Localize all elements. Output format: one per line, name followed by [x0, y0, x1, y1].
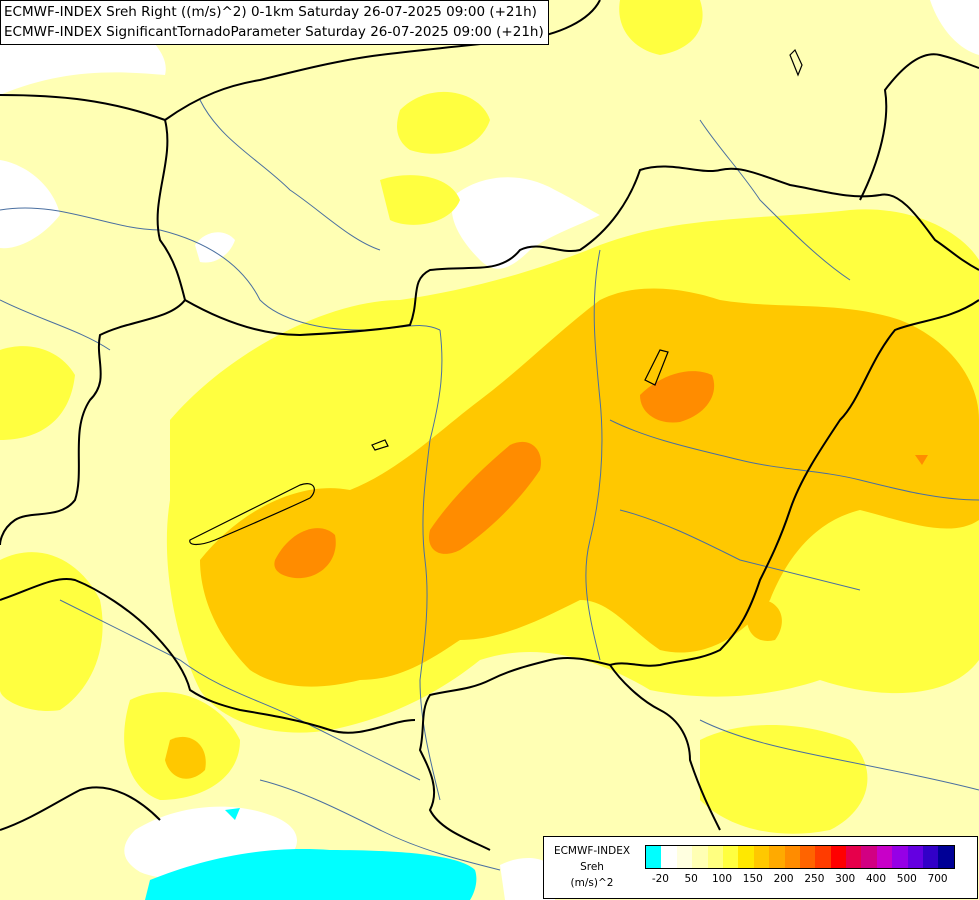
field-cyan-areas	[145, 808, 477, 900]
legend-swatch	[815, 846, 831, 868]
legend-variable: Sreh	[580, 861, 604, 873]
legend-source: ECMWF-INDEX	[553, 845, 631, 857]
lake-outlines	[189, 48, 803, 546]
legend-tick-label: 300	[835, 873, 856, 885]
legend-swatch	[876, 846, 893, 868]
legend-swatch	[753, 846, 770, 868]
color-legend: ECMWF-INDEX Sreh (m/s)^2 -20 50 100 150 200 2…	[543, 836, 978, 899]
legend-swatch	[907, 846, 924, 868]
legend-swatch	[799, 846, 816, 868]
title-line-sreh: ECMWF-INDEX Sreh Right ((m/s)^2) 0-1km S…	[4, 4, 537, 20]
legend-tick-label: 150	[742, 873, 763, 885]
legend-tick-label: 200	[773, 873, 794, 885]
legend-swatch	[722, 846, 739, 868]
map-title-box: ECMWF-INDEX Sreh Right ((m/s)^2) 0-1km S…	[0, 0, 549, 45]
legend-swatch	[738, 846, 754, 868]
legend-swatch	[923, 846, 939, 868]
legend-swatch	[769, 846, 785, 868]
legend-tick-label: -20	[651, 873, 669, 885]
legend-tick-label: 700	[927, 873, 948, 885]
legend-swatch	[892, 846, 908, 868]
legend-swatch	[830, 846, 847, 868]
legend-swatch	[938, 846, 954, 868]
field-gold-areas	[165, 288, 979, 779]
legend-swatch	[646, 846, 662, 868]
legend-tick-label: 400	[865, 873, 887, 885]
legend-swatch	[707, 846, 723, 868]
field-orange-areas	[274, 371, 928, 579]
legend-tick-label: 100	[711, 873, 733, 885]
legend-swatch	[846, 846, 862, 868]
legend-swatch	[784, 846, 800, 868]
legend-tick-label: 500	[896, 873, 917, 885]
legend-swatch	[861, 846, 877, 868]
legend-swatch	[692, 846, 708, 868]
legend-color-bar	[645, 845, 955, 869]
legend-tick-label: 50	[684, 873, 698, 885]
legend-tick-label: 250	[804, 873, 825, 885]
legend-swatch	[676, 846, 693, 868]
legend-swatch	[661, 846, 677, 868]
legend-unit: (m/s)^2	[570, 877, 614, 889]
legend-tick-labels: -20 50 100 150 200 250 300 400 500 700	[645, 873, 971, 887]
title-line-stp: ECMWF-INDEX SignificantTornadoParameter …	[4, 24, 544, 40]
